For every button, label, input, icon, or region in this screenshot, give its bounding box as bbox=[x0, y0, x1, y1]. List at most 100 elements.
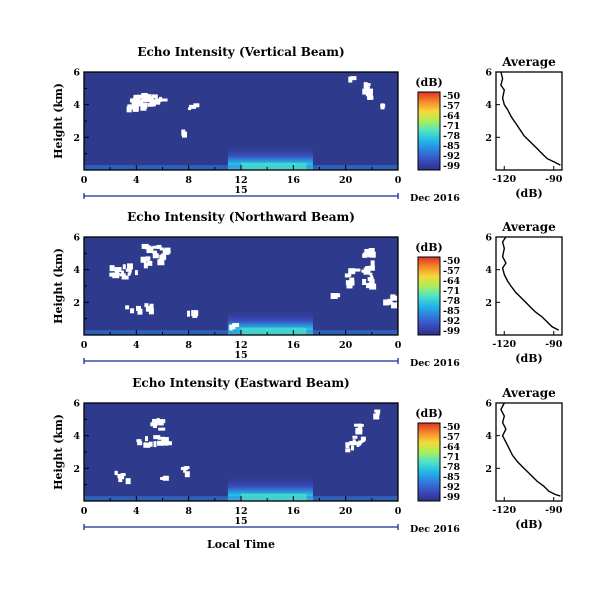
profile-y-tick-label: 2 bbox=[485, 464, 492, 475]
colorbar-tick-label: -71 bbox=[443, 286, 460, 297]
colorbar-tick-label: -92 bbox=[443, 482, 460, 493]
x-tick-label: 0 bbox=[81, 506, 88, 517]
missing-data-cell bbox=[346, 282, 353, 289]
y-axis-label: Height (km) bbox=[52, 248, 65, 324]
missing-data-cell bbox=[345, 448, 351, 453]
missing-data-cell bbox=[150, 96, 154, 103]
missing-data-cell bbox=[159, 247, 164, 251]
chart-title: Echo Intensity (Eastward Beam) bbox=[132, 376, 349, 390]
missing-data-cell bbox=[163, 437, 169, 444]
missing-data-cell bbox=[151, 250, 157, 254]
missing-data-cell bbox=[140, 256, 147, 263]
colorbar-tick-label: -85 bbox=[443, 306, 460, 317]
profile-title: Average bbox=[501, 55, 556, 69]
missing-data-cell bbox=[387, 298, 393, 305]
missing-data-cell bbox=[115, 269, 120, 276]
missing-data-cell bbox=[118, 477, 123, 483]
missing-data-cell bbox=[157, 436, 165, 440]
profile-y-tick-label: 4 bbox=[485, 431, 492, 442]
missing-data-cell bbox=[184, 471, 190, 478]
profile-y-tick-label: 2 bbox=[485, 133, 492, 144]
missing-data-cell bbox=[232, 323, 240, 328]
y-tick-label: 4 bbox=[73, 431, 80, 442]
missing-data-cell bbox=[137, 308, 143, 315]
missing-data-cell bbox=[368, 95, 374, 100]
profile-x-label: (dB) bbox=[515, 187, 542, 200]
missing-data-cell bbox=[369, 283, 377, 290]
profile-x-tick-label: -120 bbox=[492, 339, 516, 350]
missing-data-cell bbox=[161, 253, 166, 257]
missing-data-cell bbox=[383, 299, 390, 306]
chart-title: Echo Intensity (Northward Beam) bbox=[127, 210, 355, 224]
missing-data-cell bbox=[121, 270, 125, 274]
missing-data-cell bbox=[375, 410, 380, 416]
missing-data-cell bbox=[121, 275, 129, 280]
missing-data-cell bbox=[391, 295, 398, 301]
profile-x-tick-label: -120 bbox=[492, 505, 516, 516]
missing-data-cell bbox=[348, 268, 356, 275]
missing-data-cell bbox=[141, 93, 147, 97]
missing-data-cell bbox=[136, 439, 142, 443]
colorbar-tick-label: -92 bbox=[443, 316, 460, 327]
date-label: Dec 2016 bbox=[410, 524, 460, 535]
missing-data-cell bbox=[355, 430, 363, 435]
missing-data-cell bbox=[112, 274, 120, 279]
missing-data-cell bbox=[352, 435, 358, 439]
profile-line bbox=[500, 71, 561, 166]
y-tick-label: 2 bbox=[73, 133, 80, 144]
x-tick-label: 20 bbox=[339, 506, 353, 517]
colorbar-tick-label: -85 bbox=[443, 472, 460, 483]
missing-data-cell bbox=[132, 105, 137, 110]
profile-title: Average bbox=[501, 386, 556, 400]
missing-data-cell bbox=[153, 441, 157, 448]
missing-data-cell bbox=[109, 272, 114, 277]
missing-data-cell bbox=[143, 92, 148, 98]
missing-data-cell bbox=[348, 76, 353, 83]
colorbar-tick-label: -78 bbox=[443, 462, 461, 473]
missing-data-cell bbox=[165, 441, 172, 446]
missing-data-cell bbox=[183, 466, 190, 470]
x-tick-label: 4 bbox=[133, 175, 140, 186]
missing-data-cell bbox=[368, 265, 375, 271]
missing-data-cell bbox=[162, 248, 166, 254]
missing-data-cell bbox=[357, 423, 362, 429]
ground-peak-echo bbox=[241, 493, 307, 501]
missing-data-cell bbox=[143, 442, 151, 448]
missing-data-cell bbox=[373, 413, 380, 420]
x-tick-label: 20 bbox=[339, 340, 353, 351]
missing-data-cell bbox=[142, 98, 149, 103]
missing-data-cell bbox=[344, 273, 350, 278]
missing-data-cell bbox=[164, 250, 171, 254]
missing-data-cell bbox=[370, 275, 374, 281]
x-tick-label: 16 bbox=[287, 506, 301, 517]
x-tick-label: 12 bbox=[234, 175, 247, 186]
colorbar-tick-label: -64 bbox=[443, 276, 461, 287]
colorbar bbox=[417, 256, 441, 336]
y-tick-label: 6 bbox=[73, 233, 80, 244]
y-axis-label: Height (km) bbox=[52, 83, 65, 159]
missing-data-cell bbox=[140, 105, 145, 111]
colorbar-unit: (dB) bbox=[415, 241, 442, 254]
missing-data-cell bbox=[349, 277, 355, 282]
missing-data-cell bbox=[144, 436, 148, 442]
missing-data-cell bbox=[149, 303, 154, 310]
missing-data-cell bbox=[353, 268, 361, 272]
missing-data-cell bbox=[351, 445, 355, 451]
x-tick-label: 8 bbox=[185, 506, 192, 517]
missing-data-cell bbox=[369, 251, 376, 258]
missing-data-cell bbox=[229, 325, 236, 330]
profile-line bbox=[501, 236, 560, 331]
missing-data-cell bbox=[193, 103, 200, 108]
missing-data-cell bbox=[345, 442, 353, 446]
missing-data-cell bbox=[134, 270, 138, 276]
missing-data-cell bbox=[391, 302, 398, 309]
missing-data-cell bbox=[153, 424, 158, 429]
colorbar-tick-label: -50 bbox=[443, 256, 461, 267]
average-profile: Average 6 4 2 -120 -90(dB) bbox=[485, 386, 562, 531]
missing-data-cell bbox=[363, 82, 368, 89]
missing-data-cell bbox=[125, 478, 131, 485]
missing-data-cell bbox=[364, 253, 372, 258]
missing-data-cell bbox=[330, 293, 338, 300]
missing-data-cell bbox=[158, 427, 166, 431]
missing-data-cell bbox=[374, 409, 381, 413]
